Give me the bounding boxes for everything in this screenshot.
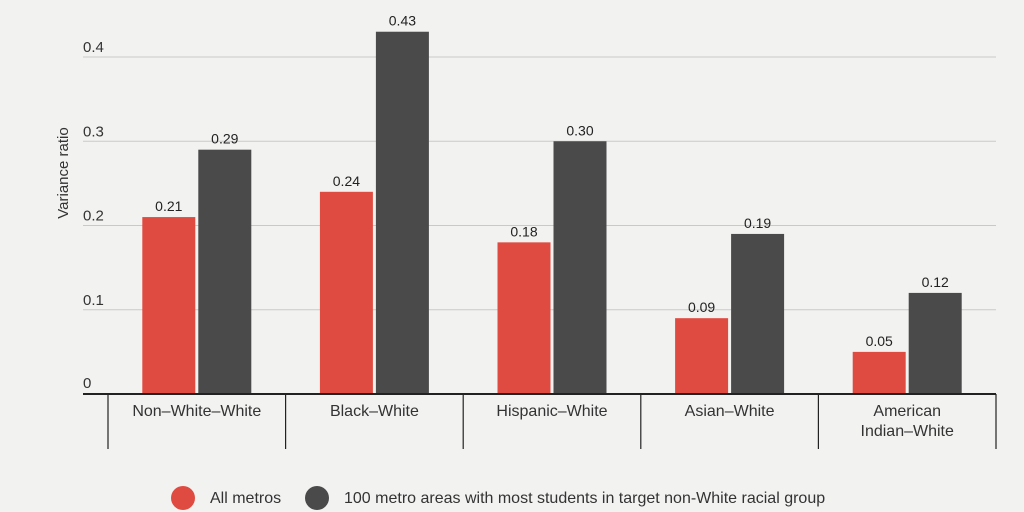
legend-swatch bbox=[305, 486, 329, 510]
y-axis-ticks: 0 0.1 0.2 0.3 0.4 bbox=[83, 39, 104, 392]
data-label: 0.19 bbox=[744, 215, 771, 231]
category-label: Indian–White bbox=[861, 423, 954, 440]
bar bbox=[319, 191, 373, 394]
y-tick-label: 0.1 bbox=[83, 292, 104, 309]
category-label: Asian–White bbox=[685, 403, 775, 420]
legend-swatch bbox=[171, 486, 195, 510]
y-tick-label: 0.3 bbox=[83, 123, 104, 140]
bar bbox=[675, 318, 729, 394]
data-label: 0.29 bbox=[211, 131, 238, 147]
data-label: 0.30 bbox=[566, 122, 593, 138]
y-tick-label: 0.4 bbox=[83, 39, 104, 56]
category-labels: Non–White–White Black–White Hispanic–White… bbox=[132, 403, 954, 440]
data-label: 0.05 bbox=[866, 333, 893, 349]
legend-label: All metros bbox=[210, 490, 281, 507]
bars bbox=[142, 31, 962, 394]
data-label: 0.21 bbox=[155, 198, 182, 214]
data-label: 0.09 bbox=[688, 299, 715, 315]
y-tick-label: 0 bbox=[83, 375, 91, 392]
legend-label: 100 metro areas with most students in ta… bbox=[344, 490, 825, 507]
category-label: Black–White bbox=[330, 403, 419, 420]
bar bbox=[731, 233, 785, 394]
category-label: Hispanic–White bbox=[496, 403, 607, 420]
bar bbox=[198, 149, 252, 394]
y-axis-label: Variance ratio bbox=[55, 127, 72, 218]
y-tick-label: 0.2 bbox=[83, 208, 104, 225]
bar bbox=[497, 242, 551, 394]
bar bbox=[553, 141, 607, 394]
bar bbox=[142, 217, 196, 394]
data-label: 0.12 bbox=[922, 274, 949, 290]
bar bbox=[852, 351, 906, 394]
category-label: Non–White–White bbox=[132, 403, 261, 420]
data-labels: 0.21 0.29 0.24 0.43 0.18 0.30 0.09 0.19 0.05 0.12 bbox=[155, 13, 949, 349]
data-label: 0.18 bbox=[510, 223, 537, 239]
data-label: 0.43 bbox=[389, 13, 416, 29]
bar bbox=[375, 31, 429, 394]
category-label: American bbox=[873, 403, 941, 420]
data-label: 0.24 bbox=[333, 173, 360, 189]
x-axis bbox=[83, 393, 997, 449]
bar bbox=[908, 292, 962, 394]
legend: All metros 100 metro areas with most stud… bbox=[171, 486, 825, 510]
